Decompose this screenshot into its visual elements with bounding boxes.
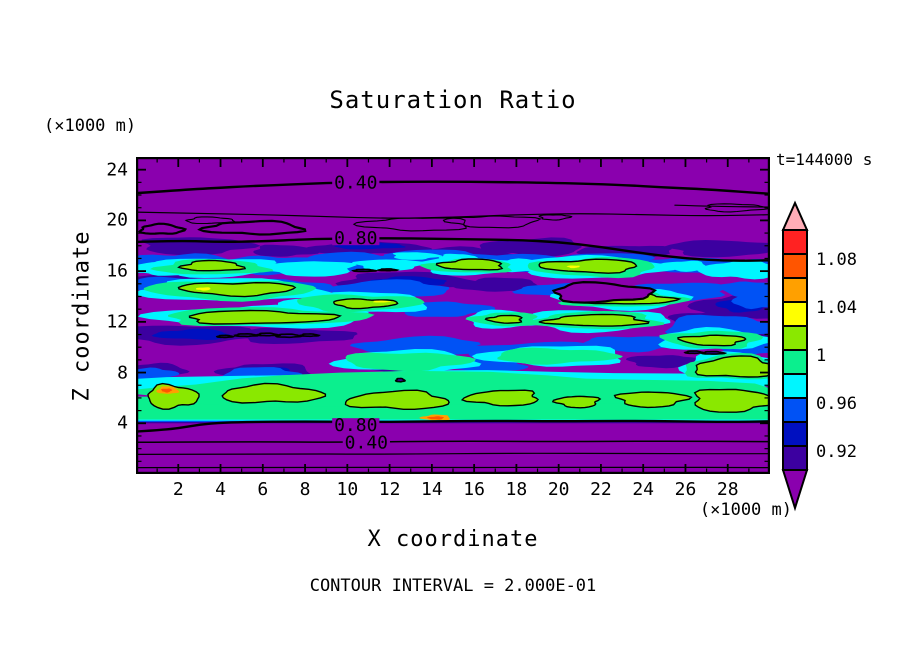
colorbar-box-green <box>782 349 808 375</box>
colorbar-under-arrow <box>781 469 809 512</box>
x-tick-label-8: 8 <box>299 479 311 500</box>
y-tick-label-4: 4 <box>117 412 128 434</box>
colorbar-label-1.08: 1.08 <box>816 250 857 270</box>
time-stamp-label: t=144000 s <box>776 150 873 169</box>
x-tick-label-26: 26 <box>674 479 697 500</box>
colorbar-label-1: 1 <box>816 346 827 366</box>
layer-orangered <box>161 388 444 420</box>
colorbar-box-chartreuse <box>782 325 808 351</box>
contour-dashes <box>215 268 728 383</box>
colorbar-box-orange <box>782 277 808 303</box>
x-tick-label-24: 24 <box>632 479 655 500</box>
plot-frame <box>136 157 770 474</box>
x-tick-label-16: 16 <box>463 479 485 500</box>
svg-text:0.40: 0.40 <box>334 172 377 193</box>
colorbar-box-cyan <box>782 373 808 399</box>
y-tick-label-20: 20 <box>106 209 128 231</box>
colorbar-box-blue <box>782 397 808 423</box>
contour-interval-label: CONTOUR INTERVAL = 2.000E-01 <box>309 576 597 596</box>
contour-lines <box>136 180 770 469</box>
saturation-ratio-field: 0.400.800.800.40 <box>136 157 770 474</box>
y-tick-label-24: 24 <box>106 159 128 181</box>
colorbar-label-1.04: 1.04 <box>816 298 857 318</box>
x-tick-label-12: 12 <box>378 479 401 500</box>
contour-line-labels: 0.400.800.800.40 <box>332 172 390 453</box>
colorbar-over-arrow <box>781 200 809 231</box>
y-tick-label-12: 12 <box>106 311 128 333</box>
x-tick-label-28: 28 <box>716 479 739 500</box>
colorbar-graphic <box>781 200 809 512</box>
colorbar-label-0.96: 0.96 <box>816 394 857 414</box>
x-tick-label-18: 18 <box>505 479 528 500</box>
y-tick-label-8: 8 <box>117 362 128 384</box>
y-tick-label-16: 16 <box>106 260 128 282</box>
x-tick-label-2: 2 <box>172 479 184 500</box>
chart-title: Saturation Ratio <box>329 86 577 114</box>
svg-text:0.80: 0.80 <box>334 228 377 249</box>
contour-loops <box>137 203 770 236</box>
layer-purple <box>551 280 658 304</box>
contour-plot-area: 0.40 0.80 0.80 0.40 <box>136 157 770 474</box>
x-tick-label-6: 6 <box>257 479 269 500</box>
x-tick-label-20: 20 <box>547 479 570 500</box>
x-tick-label-10: 10 <box>336 479 359 500</box>
colorbar-box-red <box>782 229 808 255</box>
layer-chartreuse <box>147 258 770 413</box>
x-tick-label-14: 14 <box>421 479 443 500</box>
x-axis-title: X coordinate <box>367 527 539 552</box>
x-tick-label-4: 4 <box>215 479 226 500</box>
x-axis-units-label: (×1000 m) <box>699 500 792 520</box>
colorbar-box-indigo <box>782 445 808 471</box>
x-tick-label-22: 22 <box>590 479 612 500</box>
colorbar: 0.92 0.96 1 1.04 1.08 <box>770 193 904 523</box>
svg-text:0.40: 0.40 <box>345 432 388 453</box>
colorbar-box-navy <box>782 421 808 447</box>
svg-text:0.80: 0.80 <box>334 415 377 436</box>
colorbar-box-orangered <box>782 253 808 279</box>
colorbar-label-0.92: 0.92 <box>816 442 857 462</box>
colorbar-box-yellow <box>782 301 808 327</box>
y-axis-units-label: (×1000 m) <box>44 116 137 136</box>
